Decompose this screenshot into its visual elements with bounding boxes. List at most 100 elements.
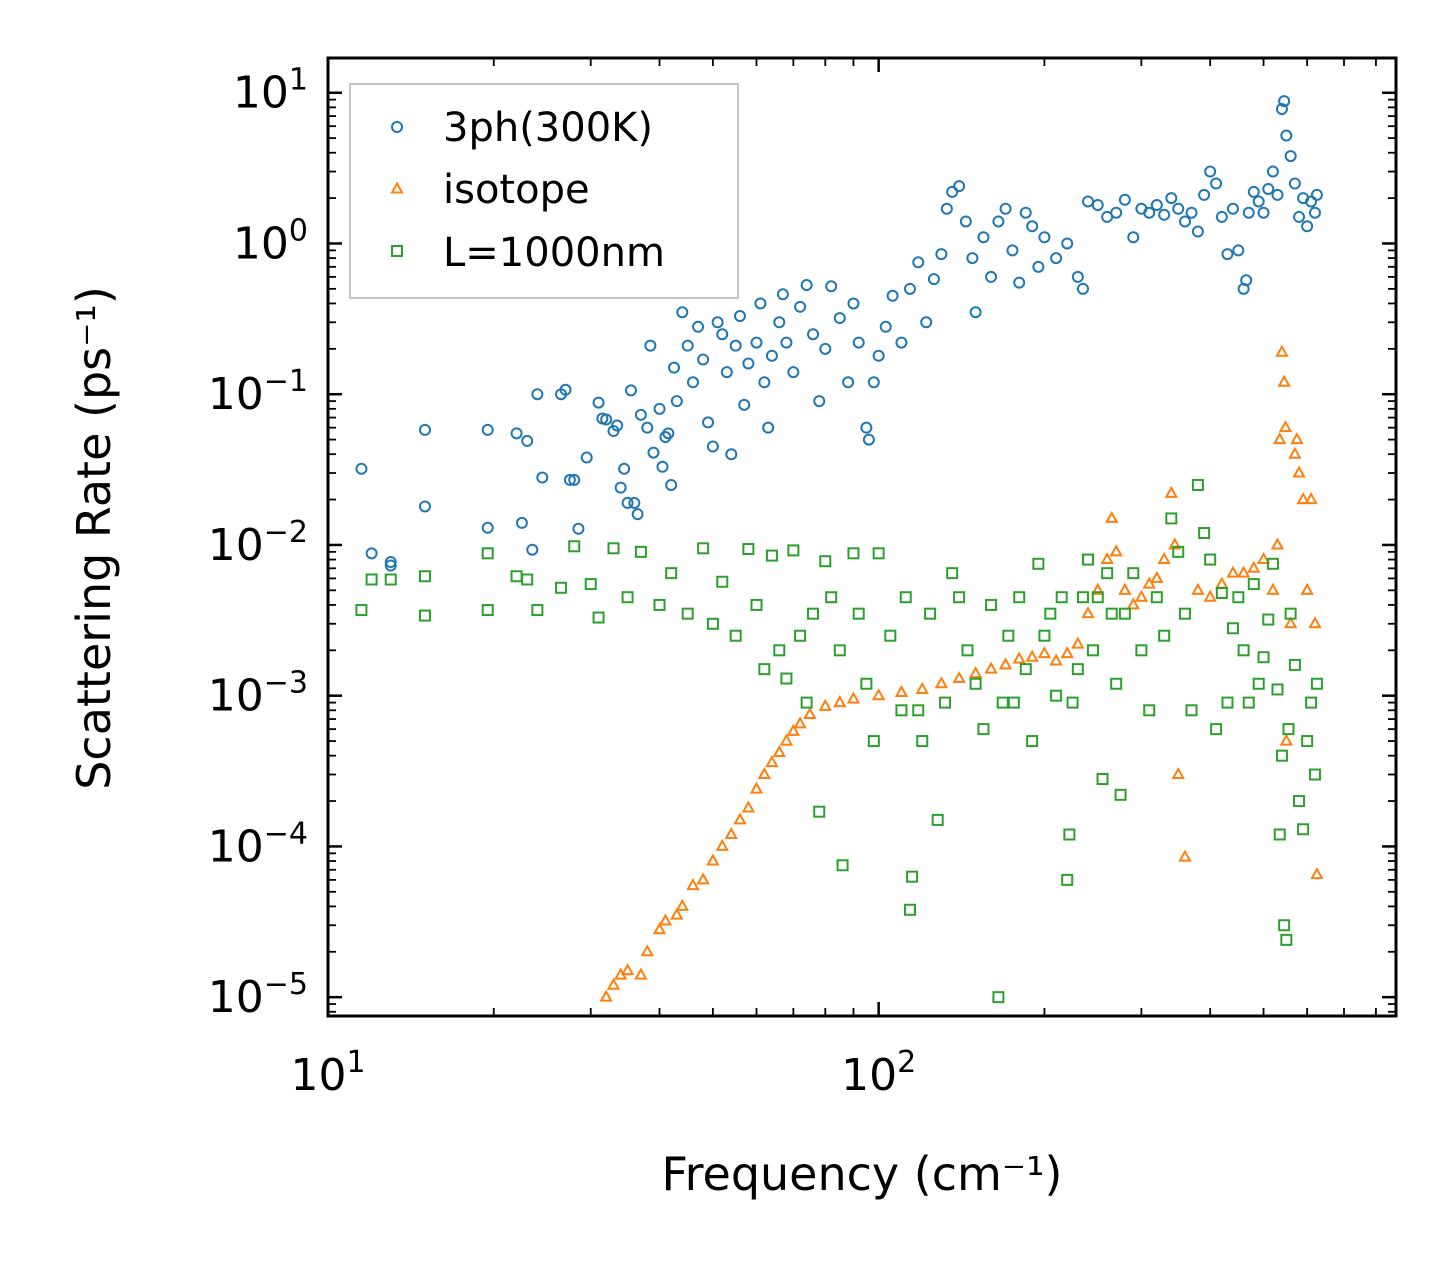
data-point-triangle — [1256, 552, 1271, 565]
data-point-triangle — [620, 963, 635, 976]
data-point-circle — [1257, 206, 1270, 219]
data-point-circle — [794, 300, 807, 313]
data-point-triangle — [1226, 565, 1240, 578]
data-point-circle — [765, 349, 778, 362]
data-point-circle — [686, 376, 699, 389]
data-point-circle — [860, 421, 873, 434]
data-point-square — [1232, 591, 1245, 604]
data-point-square — [1044, 607, 1057, 620]
data-point-circle — [1165, 192, 1178, 205]
y-tick-label: 10−5 — [208, 967, 308, 1023]
data-point-square — [1221, 696, 1234, 709]
data-point-circle — [729, 339, 742, 352]
data-point-circle — [563, 473, 576, 486]
data-point-square — [1061, 873, 1074, 886]
data-point-square — [1310, 677, 1323, 690]
data-point-triangle — [833, 695, 847, 708]
data-point-triangle — [1178, 849, 1192, 862]
data-point-circle — [665, 478, 678, 491]
data-point-triangle — [1292, 465, 1306, 478]
data-point-triangle — [1247, 560, 1261, 573]
data-point-square — [1135, 644, 1148, 657]
data-point-circle — [927, 273, 940, 286]
data-point-square — [1091, 591, 1104, 604]
data-point-circle — [1158, 208, 1171, 221]
data-point-circle — [867, 376, 880, 389]
data-point-square — [1252, 677, 1265, 690]
data-point-triangle — [998, 657, 1013, 670]
data-point-square — [1038, 629, 1051, 642]
data-point-square — [969, 677, 982, 690]
data-point-triangle — [757, 766, 772, 780]
data-point-circle — [531, 388, 544, 401]
data-point-triangle — [724, 826, 738, 839]
plot-frame — [326, 56, 1398, 1018]
data-point-square — [750, 598, 763, 611]
data-point-square — [521, 573, 534, 586]
data-point-triangle — [1037, 646, 1052, 659]
data-point-square — [716, 575, 729, 588]
data-point-circle — [966, 252, 979, 265]
data-point-circle — [1013, 276, 1026, 289]
data-point-square — [1026, 735, 1039, 748]
data-point-circle — [670, 395, 683, 408]
data-point-square — [481, 604, 494, 617]
data-point-triangle — [1134, 589, 1149, 602]
data-point-square — [1288, 658, 1301, 671]
data-point-square — [510, 570, 523, 583]
data-point-triangle — [733, 812, 747, 825]
data-point-circle — [572, 522, 585, 535]
y-tick-label: 101 — [233, 63, 308, 119]
data-point-square — [1301, 735, 1314, 748]
data-point-circle — [621, 496, 634, 509]
data-point-triangle — [779, 733, 794, 746]
data-point-square — [1105, 607, 1118, 620]
data-point-square — [1204, 553, 1217, 566]
data-point-triangle — [675, 898, 690, 911]
data-point-circle — [1232, 244, 1245, 257]
tick-marks-group — [326, 58, 1396, 1016]
data-point-circle — [985, 270, 998, 283]
data-point-square — [1050, 689, 1063, 702]
data-point-circle — [1150, 198, 1163, 211]
data-point-circle — [819, 342, 832, 355]
data-point-triangle — [765, 755, 779, 768]
data-point-circle — [1071, 270, 1084, 283]
data-point-circle — [920, 316, 933, 329]
data-point-square — [1071, 663, 1084, 676]
data-point-triangle — [1150, 570, 1164, 583]
data-point-square — [884, 629, 897, 642]
data-point-circle — [959, 215, 972, 228]
data-point-square — [1247, 578, 1260, 591]
x-tick-label: 102 — [841, 1045, 916, 1101]
legend-marker-triangle — [390, 181, 404, 194]
data-point-triangle — [1164, 485, 1179, 498]
data-series-group — [355, 95, 1324, 1004]
data-point-square — [418, 570, 431, 583]
data-point-circle — [992, 215, 1005, 228]
data-point-square — [1257, 651, 1270, 664]
data-point-square — [729, 629, 742, 642]
data-point-triangle — [1012, 651, 1026, 664]
data-point-square — [833, 644, 846, 657]
data-point-square — [621, 591, 634, 604]
data-point-circle — [879, 320, 892, 333]
data-point-square — [1101, 567, 1114, 580]
data-point-circle — [999, 202, 1012, 215]
data-point-square — [1210, 723, 1223, 736]
data-point-triangle — [968, 666, 983, 679]
data-point-circle — [1308, 206, 1321, 219]
data-point-circle — [515, 516, 528, 529]
data-point-triangle — [658, 913, 673, 926]
data-point-circle — [1252, 195, 1265, 208]
data-point-circle — [662, 427, 675, 440]
data-point-circle — [742, 357, 755, 370]
data-point-triangle — [1266, 582, 1280, 595]
data-point-triangle — [1105, 510, 1119, 523]
data-point-circle — [773, 316, 786, 329]
data-point-square — [555, 581, 568, 594]
data-point-square — [852, 607, 865, 620]
data-point-circle — [384, 559, 397, 572]
data-point-circle — [631, 508, 644, 521]
data-point-triangle — [952, 670, 966, 684]
